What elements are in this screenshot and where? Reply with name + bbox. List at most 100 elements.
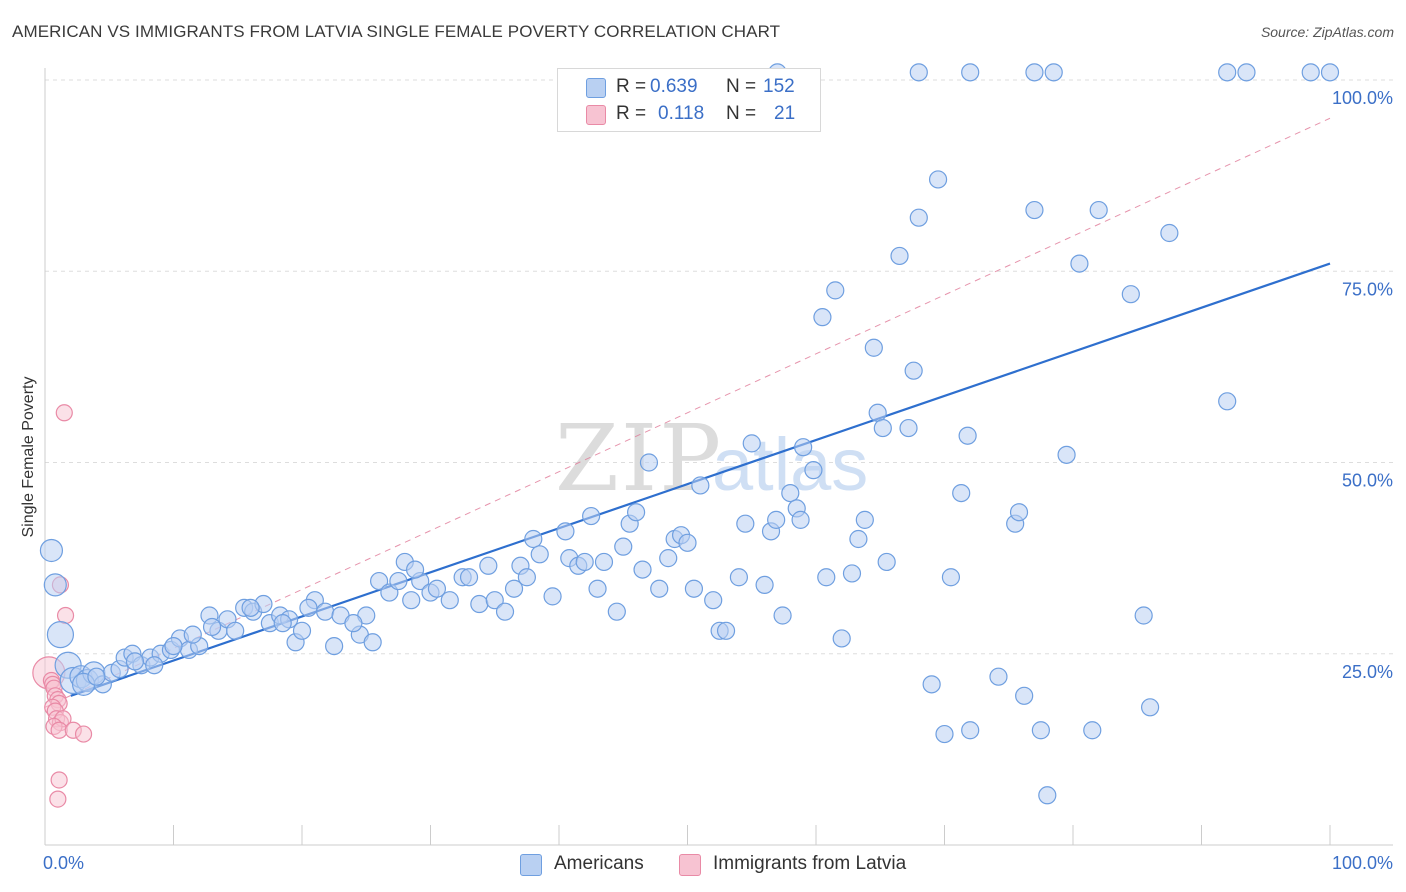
americans-point [626, 503, 646, 522]
americans-point [742, 434, 761, 453]
tick-labels: 25.0% 50.0% 75.0% 100.0% [1332, 88, 1393, 682]
americans-point [767, 510, 786, 529]
americans-point [736, 514, 755, 533]
y-tick-label: 100.0% [1332, 88, 1393, 108]
americans-point [804, 461, 823, 480]
americans-point [1015, 686, 1034, 705]
y-tick-label: 25.0% [1342, 662, 1393, 682]
legend-r-label: R = [616, 103, 647, 124]
americans-point [989, 667, 1008, 686]
americans-point [961, 721, 980, 740]
americans-point [543, 587, 562, 606]
americans-point [961, 63, 980, 82]
legend-row-latvia: R = 0.118 N = 21 [558, 100, 820, 128]
americans-point [1160, 223, 1179, 243]
americans-point [316, 602, 335, 621]
americans-point [639, 453, 659, 472]
swatch-americans [520, 854, 542, 876]
legend-n-value: 21 [774, 103, 796, 124]
americans-point [1218, 63, 1237, 82]
americans-point [1237, 63, 1256, 82]
x-tick-label-left: 0.0% [43, 853, 84, 873]
americans-point [1218, 392, 1237, 411]
americans-point [39, 538, 64, 563]
americans-point [363, 633, 382, 652]
americans-point [773, 606, 792, 625]
americans-point [729, 568, 749, 587]
americans-point [370, 571, 389, 591]
americans-point [864, 338, 883, 357]
americans-point [678, 533, 697, 552]
legend-swatch-pink [586, 105, 606, 125]
americans-point [504, 579, 524, 598]
americans-point [826, 281, 845, 300]
legend-r-value: 0.639 [650, 76, 698, 97]
americans-point [1320, 63, 1340, 82]
americans-point [716, 621, 736, 640]
americans-point [781, 484, 800, 503]
legend-n-label: N = [726, 76, 757, 97]
americans-point [890, 246, 909, 266]
americans-point [344, 614, 363, 633]
swatch-latvia [679, 854, 701, 876]
watermark: ZIP atlas [555, 405, 868, 512]
americans-point [575, 552, 594, 572]
americans-point [877, 552, 896, 572]
y-tick-label: 75.0% [1342, 279, 1393, 299]
americans-point [935, 724, 954, 744]
americans-point [459, 568, 479, 587]
americans-point [1044, 63, 1063, 82]
americans-point [582, 506, 601, 526]
source-credit: Source: ZipAtlas.com [1260, 24, 1394, 40]
americans-point [87, 667, 106, 686]
americans-point [1089, 200, 1108, 220]
series-legend: Americans Immigrants from Latvia [0, 852, 1406, 878]
chart-title: AMERICAN VS IMMIGRANTS FROM LATVIA SINGL… [12, 22, 781, 41]
americans-point [1038, 786, 1057, 805]
americans-point [849, 529, 868, 549]
americans-point [1025, 63, 1044, 82]
americans-point [659, 549, 678, 568]
legend-americans-label: Americans [554, 853, 644, 874]
americans-points [39, 63, 1340, 805]
americans-point [495, 602, 515, 621]
americans-point [1140, 698, 1160, 717]
y-tick-label: 50.0% [1342, 471, 1393, 491]
axes [44, 68, 1393, 846]
americans-point [556, 522, 575, 541]
latvia-point [49, 790, 67, 808]
americans-point [1025, 200, 1044, 220]
americans-point [299, 598, 318, 617]
americans-point [791, 510, 810, 529]
americans-point [1083, 721, 1102, 740]
americans-point [922, 675, 941, 694]
americans-point [928, 170, 948, 189]
americans-point [524, 529, 543, 549]
correlation-legend: R = 0.639 N = 152 R = 0.118 N = 21 [557, 68, 821, 132]
americans-point [470, 594, 489, 614]
americans-point [607, 602, 626, 621]
americans-point [145, 656, 164, 675]
americans-point [183, 625, 202, 644]
americans-point [855, 510, 874, 529]
americans-point [958, 426, 977, 445]
x-tick-label-right: 100.0% [1332, 853, 1393, 873]
americans-point [909, 208, 928, 227]
americans-point [164, 636, 183, 656]
americans-point [755, 575, 774, 595]
americans-point [684, 579, 704, 598]
latvia-point [74, 725, 93, 743]
americans-point [427, 579, 447, 598]
legend-swatch-blue [586, 78, 606, 98]
legend-r-label: R = [616, 76, 647, 97]
americans-point [440, 591, 459, 610]
americans-point [43, 573, 67, 597]
americans-point [952, 484, 971, 503]
americans-point [941, 568, 961, 587]
americans-point [292, 621, 312, 640]
americans-point [325, 636, 344, 656]
americans-point [633, 560, 652, 579]
americans-point [389, 571, 408, 591]
americans-point [909, 63, 928, 82]
